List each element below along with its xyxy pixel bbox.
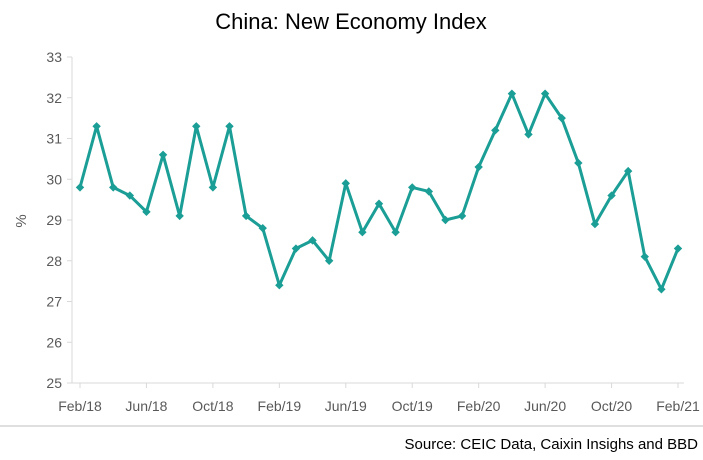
y-tick-label: 30 xyxy=(46,171,62,187)
x-tick-label: Jun/20 xyxy=(524,398,566,414)
data-point-marker xyxy=(640,252,649,261)
data-point-marker xyxy=(507,89,517,98)
data-point-marker xyxy=(275,281,284,290)
data-point-marker xyxy=(590,219,600,229)
data-point-marker xyxy=(623,166,633,176)
data-point-marker xyxy=(308,236,317,245)
data-point-marker xyxy=(374,199,384,208)
data-point-marker xyxy=(341,179,350,188)
x-tick-label: Oct/20 xyxy=(591,398,632,414)
x-tick-label: Feb/21 xyxy=(656,398,700,414)
data-point-marker xyxy=(241,211,251,221)
data-point-marker xyxy=(607,191,616,200)
data-point-marker xyxy=(491,126,500,135)
data-point-marker xyxy=(125,191,135,200)
data-point-marker xyxy=(208,183,218,192)
y-tick-label: 28 xyxy=(46,253,62,269)
series-line xyxy=(78,92,680,291)
data-point-marker xyxy=(158,150,168,159)
x-tick-label: Jun/18 xyxy=(125,398,167,414)
data-point-marker xyxy=(142,207,151,217)
data-point-marker xyxy=(657,285,666,294)
y-tick-label: 27 xyxy=(46,294,62,310)
data-point-marker xyxy=(524,130,533,139)
source-note: Source: CEIC Data, Caixin Insighs and BB… xyxy=(405,436,699,453)
data-point-marker xyxy=(557,113,566,123)
data-point-marker xyxy=(192,122,201,131)
chart-title: China: New Economy Index xyxy=(215,9,486,34)
data-point-marker xyxy=(225,122,234,131)
data-point-marker xyxy=(291,244,301,253)
x-tick-label: Feb/20 xyxy=(457,398,501,414)
data-point-marker xyxy=(92,122,101,131)
data-point-marker xyxy=(75,183,85,192)
data-point-marker xyxy=(424,187,434,196)
y-tick-label: 29 xyxy=(46,212,62,228)
data-point-marker xyxy=(324,256,334,265)
data-point-marker xyxy=(474,162,483,172)
x-tick-label: Feb/18 xyxy=(58,398,102,414)
x-tick-label: Feb/19 xyxy=(258,398,302,414)
data-point-marker xyxy=(175,211,184,221)
y-axis-label: % xyxy=(13,214,30,227)
data-point-marker xyxy=(540,89,550,98)
data-point-marker xyxy=(109,183,118,192)
y-tick-label: 25 xyxy=(46,375,62,391)
x-tick-label: Oct/18 xyxy=(192,398,233,414)
x-tick-label: Oct/19 xyxy=(392,398,433,414)
data-point-marker xyxy=(673,244,683,253)
x-axis-ticks: Feb/18 Jun/18 Oct/18 Feb/19 Jun/19 Oct/19 Feb/… xyxy=(58,383,700,414)
data-point-marker xyxy=(457,211,467,221)
data-point-marker xyxy=(391,228,400,237)
series-markers xyxy=(75,89,683,294)
y-axis-ticks: 25 26 27 28 29 30 31 32 33 xyxy=(46,49,72,391)
data-point-marker xyxy=(358,228,367,237)
data-point-marker xyxy=(258,223,267,233)
y-tick-label: 33 xyxy=(46,49,62,65)
y-tick-label: 32 xyxy=(46,90,62,106)
data-point-marker xyxy=(441,215,450,225)
y-tick-label: 31 xyxy=(46,131,62,147)
data-point-marker xyxy=(574,158,583,168)
data-point-marker xyxy=(408,183,417,192)
x-tick-label: Jun/19 xyxy=(325,398,367,414)
y-tick-label: 26 xyxy=(46,334,62,350)
